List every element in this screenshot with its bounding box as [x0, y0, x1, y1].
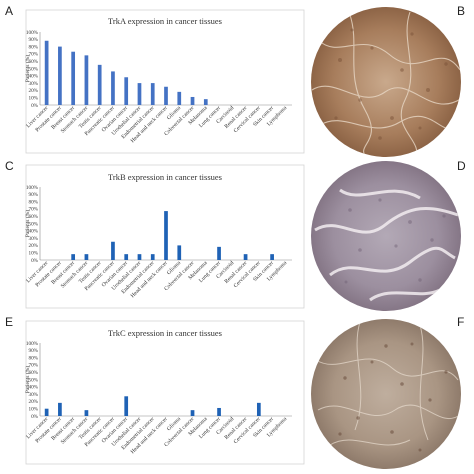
bar — [137, 83, 142, 105]
bar — [164, 211, 168, 260]
y-tick-label: 60% — [28, 59, 38, 65]
bar — [177, 245, 182, 260]
y-tick-label: 10% — [28, 251, 38, 257]
y-tick-label: 20% — [28, 88, 38, 94]
bar — [124, 396, 129, 416]
y-tick-label: 70% — [28, 363, 38, 369]
bar — [243, 254, 248, 260]
bar — [203, 99, 208, 105]
bar — [71, 254, 76, 260]
chart-frame — [25, 320, 305, 465]
y-tick-label: 20% — [28, 399, 38, 405]
y-tick-label: 80% — [28, 199, 38, 205]
bar — [84, 254, 89, 260]
y-tick-label: 70% — [28, 207, 38, 213]
bar — [190, 96, 195, 105]
bar — [177, 91, 182, 105]
y-axis-title: Patients (%) — [24, 55, 31, 83]
bar — [270, 254, 274, 260]
bar — [44, 40, 49, 106]
bar — [190, 410, 195, 416]
bar — [124, 254, 129, 260]
panel-letter-c: C — [5, 159, 14, 173]
y-axis-title: Patients (%) — [24, 366, 31, 394]
panel-letter-b: B — [457, 4, 465, 18]
bar — [111, 71, 115, 105]
tissue-image-f — [311, 319, 461, 469]
chart-title: TrkB expression in cancer tissues — [108, 172, 222, 182]
bar — [84, 410, 89, 416]
bar — [164, 86, 168, 105]
y-tick-label: 80% — [28, 355, 38, 361]
bar — [217, 246, 221, 260]
y-tick-label: 60% — [28, 214, 38, 220]
bar — [137, 254, 142, 260]
y-tick-label: 50% — [28, 66, 38, 72]
y-tick-label: 100% — [26, 341, 39, 347]
bar — [150, 83, 155, 105]
bar — [124, 77, 129, 105]
y-tick-label: 40% — [28, 229, 38, 235]
y-tick-label: 30% — [28, 81, 38, 87]
panel-letter-e: E — [5, 315, 13, 329]
bar — [44, 408, 49, 416]
y-axis-title: Patients (%) — [24, 210, 31, 238]
y-tick-label: 30% — [28, 392, 38, 398]
bar — [58, 402, 62, 416]
trkb-bar-chart: TrkB expression in cancer tissues 0%10% 2… — [24, 164, 305, 309]
y-tick-label: 80% — [28, 44, 38, 50]
y-tick-label: 100% — [26, 185, 39, 191]
bar — [150, 254, 155, 260]
panel-letter-f: F — [457, 315, 464, 329]
y-tick-label: 60% — [28, 370, 38, 376]
y-tick-label: 70% — [28, 52, 38, 58]
y-tick-label: 0% — [31, 414, 39, 420]
y-tick-label: 100% — [26, 30, 39, 36]
y-tick-label: 50% — [28, 221, 38, 227]
y-tick-label: 10% — [28, 96, 38, 102]
bar — [97, 64, 102, 105]
y-tick-label: 10% — [28, 407, 38, 413]
y-tick-label: 0% — [31, 103, 39, 109]
trkc-bar-chart: TrkC expression in cancer tissues 0%10% 2… — [24, 320, 305, 465]
trka-bar-chart: TrkA expression in cancer tissues 0%10% 2… — [24, 9, 305, 154]
bar — [58, 46, 62, 105]
y-tick-label: 40% — [28, 385, 38, 391]
bar — [256, 402, 261, 416]
tissue-image-b — [311, 7, 461, 157]
bar — [111, 241, 115, 260]
bar — [71, 51, 76, 105]
panel-letter-d: D — [457, 159, 466, 173]
y-tick-label: 40% — [28, 74, 38, 80]
chart-title: TrkC expression in cancer tissues — [108, 328, 222, 338]
y-tick-label: 90% — [28, 37, 38, 43]
chart-title: TrkA expression in cancer tissues — [108, 16, 222, 26]
panel-letter-a: A — [5, 4, 13, 18]
y-tick-label: 90% — [28, 348, 38, 354]
bar — [217, 407, 221, 416]
tissue-image-d — [311, 161, 461, 311]
y-tick-label: 30% — [28, 236, 38, 242]
y-tick-label: 50% — [28, 377, 38, 383]
y-tick-label: 20% — [28, 243, 38, 249]
y-tick-label: 90% — [28, 192, 38, 198]
bar — [84, 55, 89, 105]
y-tick-label: 0% — [31, 258, 39, 264]
